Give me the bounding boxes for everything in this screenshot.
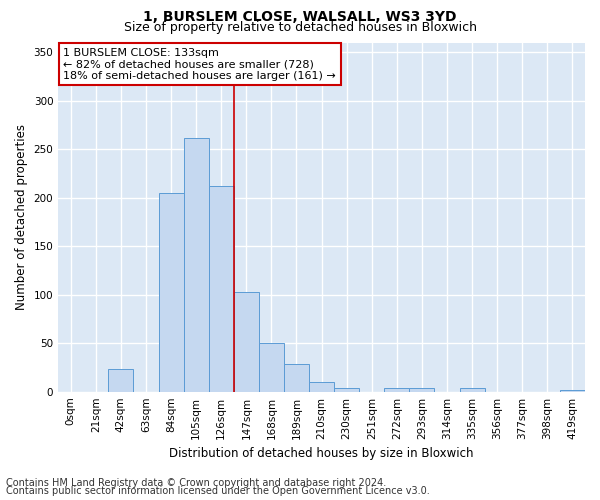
Bar	[234, 292, 259, 392]
Bar	[109, 370, 133, 392]
Y-axis label: Number of detached properties: Number of detached properties	[15, 124, 28, 310]
Text: 1, BURSLEM CLOSE, WALSALL, WS3 3YD: 1, BURSLEM CLOSE, WALSALL, WS3 3YD	[143, 10, 457, 24]
Bar	[158, 193, 184, 392]
Text: 1 BURSLEM CLOSE: 133sqm
← 82% of detached houses are smaller (728)
18% of semi-d: 1 BURSLEM CLOSE: 133sqm ← 82% of detache…	[64, 48, 336, 81]
Bar	[334, 388, 359, 392]
Bar	[209, 186, 234, 392]
Bar	[560, 390, 585, 392]
Bar	[309, 382, 334, 392]
Bar	[409, 388, 434, 392]
Bar	[259, 343, 284, 392]
Bar	[385, 388, 409, 392]
X-axis label: Distribution of detached houses by size in Bloxwich: Distribution of detached houses by size …	[169, 447, 474, 460]
Text: Size of property relative to detached houses in Bloxwich: Size of property relative to detached ho…	[124, 22, 476, 35]
Text: Contains public sector information licensed under the Open Government Licence v3: Contains public sector information licen…	[6, 486, 430, 496]
Bar	[460, 388, 485, 392]
Bar	[284, 364, 309, 392]
Bar	[184, 138, 209, 392]
Text: Contains HM Land Registry data © Crown copyright and database right 2024.: Contains HM Land Registry data © Crown c…	[6, 478, 386, 488]
